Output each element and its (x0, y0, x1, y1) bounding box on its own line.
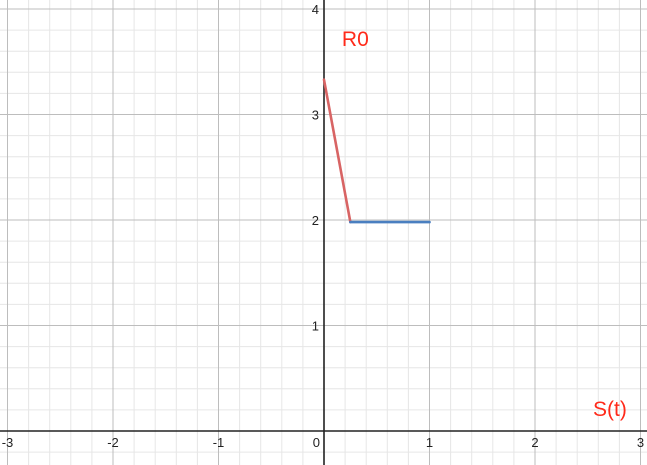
y-tick-label: 1 (312, 319, 319, 334)
annotations: R0 S(t) (342, 28, 627, 421)
x-tick-label: -1 (213, 435, 225, 450)
y-tick-label: 3 (312, 108, 319, 123)
annotation-label: S(t) (593, 398, 627, 421)
tick-labels: -3 -2 -1 0 1 2 3 1 2 3 4 (2, 2, 644, 450)
series-line (322, 78, 352, 224)
x-tick-label: 1 (426, 435, 433, 450)
x-tick-label: -2 (107, 435, 119, 450)
y-tick-label: 4 (312, 2, 319, 17)
series-layer (322, 78, 431, 224)
x-tick-label: -3 (2, 435, 14, 450)
annotation-label: R0 (342, 28, 369, 51)
x-tick-label: 3 (637, 435, 644, 450)
x-tick-label: 0 (313, 435, 320, 450)
y-tick-label: 2 (312, 213, 319, 228)
x-tick-label: 2 (531, 435, 538, 450)
